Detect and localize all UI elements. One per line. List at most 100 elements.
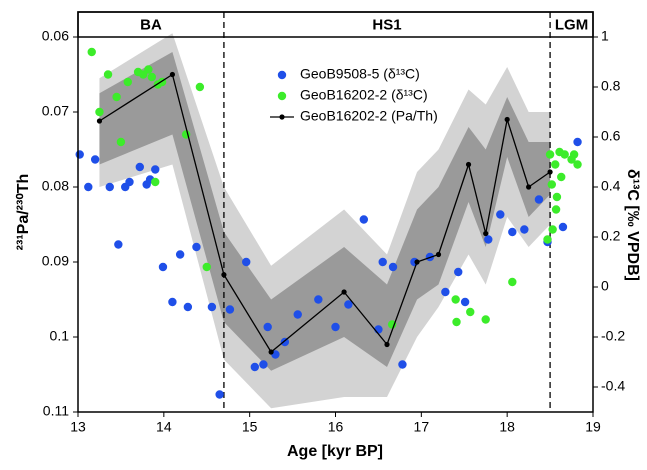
y2-tick-label: 0.6: [601, 128, 621, 144]
scatter-point: [520, 225, 529, 234]
y2-tick-label: 0: [601, 278, 609, 294]
scatter-point: [207, 302, 217, 312]
scatter-point: [168, 297, 177, 307]
scatter-point: [147, 72, 157, 82]
scatter-point: [280, 337, 290, 347]
scatter-point: [192, 242, 201, 252]
scatter-point: [569, 150, 579, 159]
scatter-point: [123, 77, 132, 87]
scatter-point: [441, 287, 450, 297]
scatter-point: [105, 182, 114, 192]
scatter-point: [215, 390, 224, 399]
legend-marker: [277, 91, 287, 101]
y-tick-label: 0.07: [42, 103, 69, 119]
scatter-point: [496, 210, 505, 219]
scatter-point: [388, 262, 398, 272]
line-marker: [483, 230, 489, 237]
scatter-point: [359, 215, 369, 224]
scatter-point: [314, 295, 323, 304]
period-label: BA: [140, 16, 162, 33]
line-marker: [465, 161, 472, 168]
y2-tick-label: 0.4: [601, 178, 621, 194]
line-marker: [504, 116, 510, 123]
line-marker: [435, 251, 442, 258]
scatter-point: [139, 70, 148, 79]
y-tick-label: 0.1: [50, 328, 70, 344]
scatter-point: [452, 317, 461, 327]
line-marker: [169, 71, 176, 78]
line-marker: [384, 341, 390, 348]
scatter-point: [242, 257, 251, 267]
scatter-point: [484, 235, 493, 244]
scatter-point: [293, 310, 302, 319]
scatter-point: [552, 192, 562, 202]
uncertainty-band: [99, 52, 551, 371]
scatter-point: [250, 362, 260, 372]
y2-tick-label: 1: [601, 28, 609, 44]
scatter-point: [144, 65, 153, 74]
scatter-point: [202, 262, 211, 272]
legend-label: GeoB16202-2 (δ¹³C): [300, 87, 428, 103]
scatter-point: [466, 307, 475, 317]
period-label: HS1: [372, 16, 401, 33]
legend-marker: [279, 114, 285, 120]
x-tick-label: 15: [242, 419, 258, 435]
y-axis-label: ²³¹Pa/²³⁰Th: [15, 174, 32, 251]
y-tick-label: 0.08: [42, 178, 69, 194]
x-axis-label: Age [kyr BP]: [287, 443, 383, 460]
scatter-point: [263, 322, 272, 332]
scatter-point: [84, 182, 93, 192]
scatter-point: [87, 47, 96, 57]
y2-tick-label: -0.4: [601, 378, 625, 394]
y2-tick-label: -0.2: [601, 328, 625, 344]
x-tick-label: 19: [585, 419, 601, 435]
scatter-point: [551, 160, 560, 169]
scatter-point: [573, 160, 582, 169]
scatter-point: [454, 267, 463, 277]
scatter-point: [75, 150, 84, 159]
scatter-point: [175, 250, 185, 259]
scatter-point: [125, 177, 134, 187]
scatter-point: [112, 92, 121, 102]
scatter-point: [387, 320, 397, 329]
scatter-point: [534, 195, 544, 204]
scatter-point: [543, 235, 552, 244]
line-marker: [268, 349, 274, 355]
scatter-point: [551, 205, 561, 214]
legend-marker: [277, 70, 287, 80]
line-marker: [341, 289, 347, 295]
scatter-point: [195, 82, 205, 92]
y2-axis-label: δ¹³C [‰ VPDB]: [624, 169, 641, 281]
y-tick-label: 0.11: [43, 403, 69, 419]
line-marker: [547, 169, 553, 175]
scatter-point: [259, 360, 268, 369]
scatter-point: [114, 240, 123, 249]
scatter-point: [225, 305, 235, 314]
x-tick-label: 17: [414, 419, 430, 435]
y-tick-label: 0.09: [42, 253, 69, 269]
scatter-point: [344, 300, 353, 309]
scatter-point: [545, 150, 555, 159]
scatter-point: [158, 262, 168, 272]
line-marker: [414, 259, 420, 265]
scatter-point: [451, 295, 460, 304]
scatter-point: [573, 137, 582, 147]
y2-tick-label: 0.8: [601, 78, 621, 94]
x-tick-label: 18: [499, 419, 515, 435]
scatter-point: [557, 172, 566, 182]
uncertainty-band: [99, 33, 551, 409]
scatter-point: [151, 177, 160, 187]
scatter-point: [183, 302, 193, 312]
scatter-point: [103, 70, 113, 79]
scatter-point: [481, 315, 490, 324]
scatter-point: [548, 225, 557, 234]
legend-label: GeoB16202-2 (Pa/Th): [300, 108, 438, 124]
scatter-point: [547, 180, 556, 189]
scatter-point: [135, 162, 144, 172]
scatter-point: [378, 257, 387, 267]
scatter-point: [116, 137, 126, 147]
y2-tick-label: 0.2: [601, 228, 621, 244]
scatter-point: [560, 150, 569, 159]
x-tick-label: 14: [156, 419, 172, 435]
